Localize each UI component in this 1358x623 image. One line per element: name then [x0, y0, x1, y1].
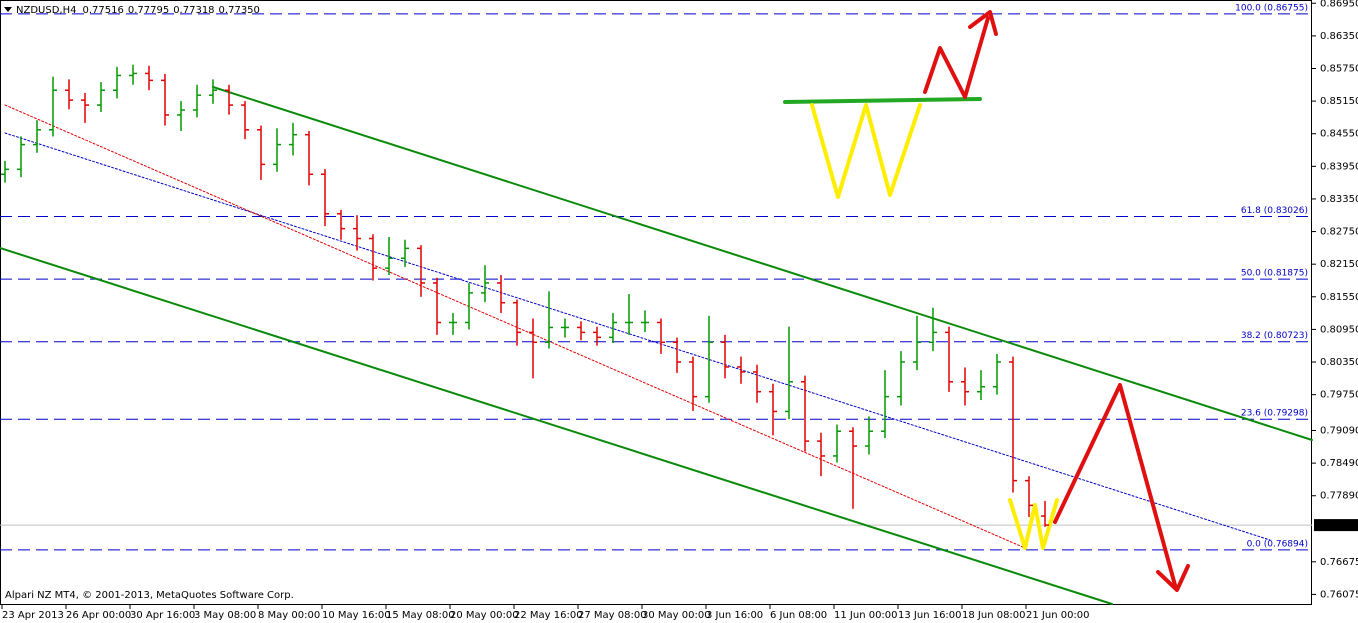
y-tick-label: 0.86950: [1320, 0, 1358, 9]
y-tick-label: 0.82150: [1320, 259, 1358, 270]
symbol: NZDUSD,H4: [16, 5, 76, 16]
chart-header: NZDUSD,H4 0.77516 0.77795 0.77318 0.77350: [16, 5, 260, 16]
y-tick-label: 0.79090: [1320, 426, 1358, 437]
y-tick-label: 0.80350: [1320, 357, 1358, 368]
current-price-box: [1314, 519, 1358, 532]
fib-label: 0.0 (0.76894): [1247, 539, 1308, 549]
drawings: [0, 10, 1313, 605]
w-pattern: [810, 103, 922, 199]
x-tick-label: 20 May 00:00: [450, 610, 519, 621]
y-tick-label: 0.76075: [1320, 589, 1358, 600]
x-tick-label: 30 Apr 16:00: [130, 610, 195, 621]
y-tick-label: 0.77890: [1320, 491, 1358, 502]
arrow-forecast: [1053, 383, 1177, 587]
current-price-label: 0.77350: [1318, 520, 1358, 531]
w-pattern-small: [1008, 498, 1059, 550]
arrow-head: [1156, 564, 1190, 592]
fib-label: 38.2 (0.80723): [1241, 331, 1308, 341]
channel-upper: [212, 86, 1313, 441]
x-tick-label: 6 Jun 08:00: [770, 610, 827, 621]
x-tick-label: 21 Jun 00:00: [1026, 610, 1090, 621]
y-tick-label: 0.78490: [1320, 458, 1358, 469]
y-tick-label: 0.85750: [1320, 63, 1358, 74]
x-tick-label: 10 May 16:00: [322, 610, 391, 621]
x-tick-label: 11 Jun 00:00: [834, 610, 898, 621]
header-value: 0.77516: [82, 5, 123, 16]
mid-line: [4, 132, 1271, 541]
x-tick-label: 23 Apr 2013: [2, 610, 64, 621]
fib-levels: 100.0 (0.86755) 61.8 (0.83026) 50.0 (0.818…: [0, 3, 1312, 551]
y-tick-label: 0.81550: [1320, 292, 1358, 303]
y-tick-label: 0.82750: [1320, 227, 1358, 238]
y-tick-label: 0.85150: [1320, 96, 1358, 107]
y-tick-label: 0.83950: [1320, 161, 1358, 172]
menu-icon[interactable]: [4, 7, 12, 12]
footer: Alpari NZ MT4, © 2001-2013, MetaQuotes S…: [5, 590, 294, 601]
neckline: [783, 97, 982, 104]
y-tick-label: 0.83350: [1320, 194, 1358, 205]
header-value: 0.77795: [128, 5, 169, 16]
arrow-head: [968, 10, 998, 36]
price-bars: [1, 64, 1049, 527]
x-tick-label: 22 May 16:00: [514, 610, 583, 621]
header-value: 0.77350: [219, 5, 260, 16]
channel-lower: [0, 247, 1113, 605]
x-tick-label: 13 Jun 16:00: [898, 610, 962, 621]
x-tick-label: 3 May 08:00: [194, 610, 256, 621]
y-tick-label: 0.76675: [1320, 557, 1358, 568]
y-tick-label: 0.79750: [1320, 390, 1358, 401]
x-tick-label: 18 Jun 08:00: [962, 610, 1026, 621]
x-tick-label: 3 Jun 16:00: [706, 610, 763, 621]
arrow-up: [923, 16, 990, 99]
x-tick-label: 30 May 00:00: [642, 610, 711, 621]
header-value: 0.77318: [173, 5, 214, 16]
fib-label: 100.0 (0.86755): [1235, 3, 1308, 13]
regression-line: [4, 104, 1026, 549]
fib-label: 23.6 (0.79298): [1241, 409, 1308, 419]
y-tick-label: 0.80950: [1320, 324, 1358, 335]
x-tick-label: 26 Apr 00:00: [66, 610, 131, 621]
fib-label: 61.8 (0.83026): [1241, 206, 1308, 216]
fib-label: 50.0 (0.81875): [1241, 269, 1308, 279]
y-tick-label: 0.86350: [1320, 31, 1358, 42]
y-tick-label: 0.84550: [1320, 129, 1358, 140]
plot-frame: [0, 0, 1312, 605]
x-tick-label: 27 May 08:00: [578, 610, 647, 621]
x-tick-label: 8 May 00:00: [258, 610, 320, 621]
x-tick-label: 15 May 08:00: [386, 610, 455, 621]
